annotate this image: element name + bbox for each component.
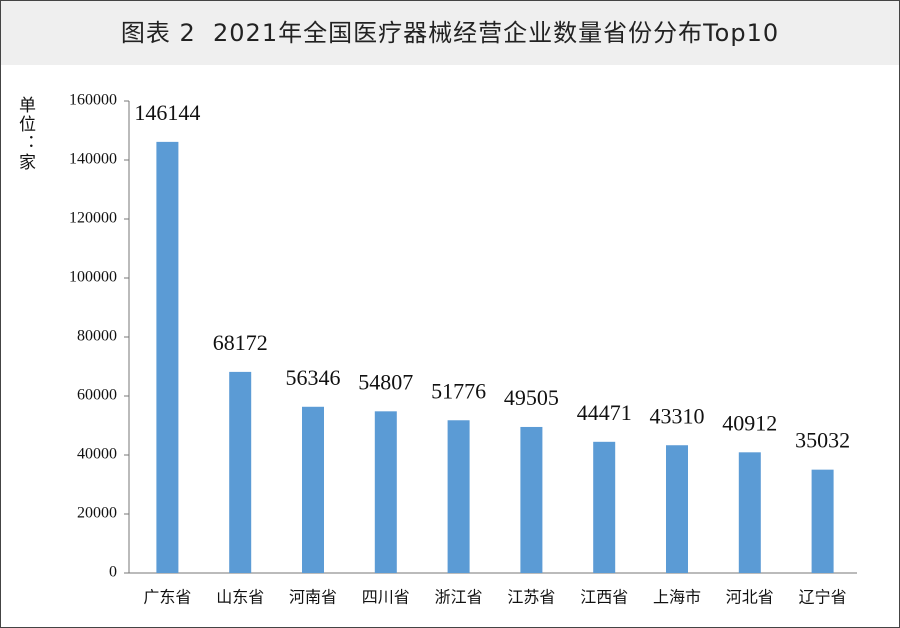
y-tick-label: 20000: [77, 505, 117, 522]
x-tick-label: 上海市: [653, 588, 701, 607]
x-tick-label: 河北省: [726, 588, 774, 607]
y-tick-label: 100000: [69, 269, 117, 286]
y-tick-label: 60000: [77, 387, 117, 404]
chart-title: 图表 2 2021年全国医疗器械经营企业数量省份分布Top10: [120, 19, 780, 47]
bar: [738, 452, 761, 573]
x-tick-label: 河南省: [289, 588, 337, 607]
bar: [302, 406, 324, 573]
value-label: 146144: [134, 100, 200, 125]
x-tick-label: 广东省: [143, 588, 191, 607]
x-tick-label: 山东省: [216, 588, 264, 607]
value-label: 49505: [504, 385, 559, 410]
bar: [447, 420, 470, 573]
x-tick-label: 江西省: [580, 588, 628, 607]
y-axis-label: 单位：家: [15, 96, 35, 172]
value-label: 43310: [650, 403, 705, 428]
y-tick-label: 40000: [77, 446, 117, 463]
bar: [666, 445, 688, 573]
y-tick-label: 160000: [69, 92, 117, 109]
bar: [593, 441, 616, 573]
value-label: 51776: [431, 378, 486, 403]
x-tick-label: 浙江省: [435, 588, 483, 607]
bar: [229, 371, 252, 573]
y-tick-label: 140000: [69, 151, 117, 168]
value-label: 54807: [358, 369, 413, 394]
x-tick-label: 江苏省: [507, 588, 555, 607]
bar: [156, 141, 179, 574]
bar: [811, 469, 834, 573]
y-tick-label: 0: [109, 564, 117, 581]
y-tick-label: 80000: [77, 328, 117, 345]
bar: [374, 411, 397, 573]
y-tick-label: 120000: [69, 210, 117, 227]
value-label: 40912: [722, 410, 777, 435]
value-label: 35032: [795, 428, 850, 453]
value-label: 44471: [577, 400, 632, 425]
bar: [520, 426, 543, 573]
value-label: 68172: [213, 330, 268, 355]
title-band: [1, 1, 899, 65]
x-tick-label: 辽宁省: [799, 588, 847, 607]
x-tick-label: 四川省: [362, 588, 410, 607]
value-label: 56346: [286, 365, 341, 390]
